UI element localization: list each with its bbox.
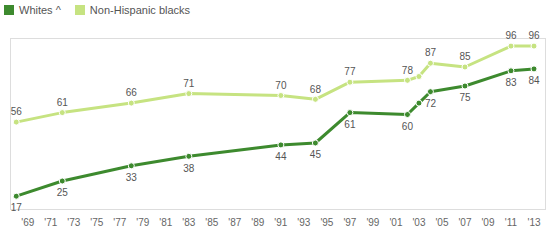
svg-text:71: 71 [183, 78, 195, 89]
svg-text:'07: '07 [458, 217, 471, 228]
svg-text:78: 78 [402, 65, 414, 76]
svg-text:96: 96 [528, 30, 540, 41]
svg-text:'81: '81 [159, 217, 172, 228]
svg-text:56: 56 [11, 106, 23, 117]
svg-text:96: 96 [505, 30, 517, 41]
svg-text:'03: '03 [412, 217, 425, 228]
svg-text:'79: '79 [136, 217, 149, 228]
svg-text:33: 33 [126, 172, 138, 183]
svg-text:'69: '69 [21, 217, 34, 228]
html-text:Whites ^: Whites ^ [19, 4, 61, 16]
svg-text:'83: '83 [182, 217, 195, 228]
svg-text:'89: '89 [251, 217, 264, 228]
html-text:Non-Hispanic blacks: Non-Hispanic blacks [89, 4, 191, 16]
svg-text:'09: '09 [481, 217, 494, 228]
svg-text:75: 75 [459, 92, 471, 103]
svg-text:38: 38 [183, 163, 195, 174]
svg-text:'05: '05 [435, 217, 448, 228]
svg-text:'77: '77 [113, 217, 126, 228]
svg-text:45: 45 [310, 149, 322, 160]
svg-text:87: 87 [425, 47, 437, 58]
svg-text:44: 44 [275, 151, 287, 162]
svg-text:84: 84 [528, 75, 540, 86]
svg-text:'13: '13 [527, 217, 540, 228]
svg-text:'73: '73 [67, 217, 80, 228]
svg-text:70: 70 [275, 80, 287, 91]
svg-text:'01: '01 [389, 217, 402, 228]
svg-text:85: 85 [459, 51, 471, 62]
svg-text:'97: '97 [343, 217, 356, 228]
svg-text:'71: '71 [44, 217, 57, 228]
svg-text:61: 61 [57, 97, 69, 108]
svg-text:17: 17 [11, 202, 23, 213]
svg-text:'99: '99 [366, 217, 379, 228]
svg-text:66: 66 [126, 87, 138, 98]
svg-text:72: 72 [425, 98, 437, 109]
svg-text:'11: '11 [505, 217, 518, 228]
svg-text:'95: '95 [320, 217, 333, 228]
svg-text:60: 60 [402, 121, 414, 132]
svg-text:61: 61 [344, 119, 356, 130]
svg-text:77: 77 [344, 66, 356, 77]
svg-text:'75: '75 [90, 217, 103, 228]
svg-text:25: 25 [57, 187, 69, 198]
svg-text:'91: '91 [274, 217, 287, 228]
svg-text:'87: '87 [228, 217, 241, 228]
svg-text:'93: '93 [297, 217, 310, 228]
svg-text:'85: '85 [205, 217, 218, 228]
svg-text:68: 68 [310, 84, 322, 95]
svg-text:83: 83 [505, 77, 517, 88]
